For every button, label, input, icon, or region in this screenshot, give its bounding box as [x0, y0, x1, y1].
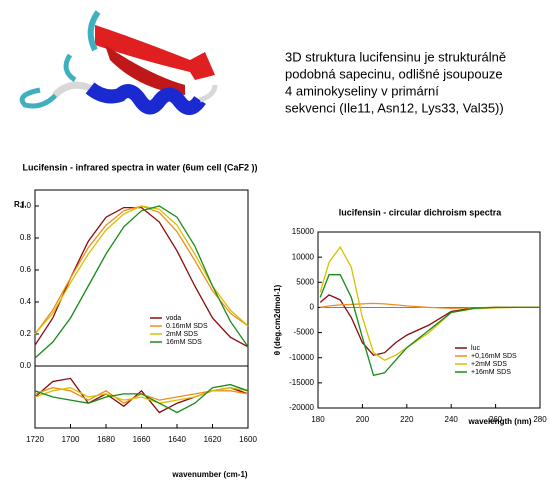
y-tick-label: -15000 [289, 378, 314, 387]
y-tick-label: 0.0 [20, 361, 32, 370]
plot-frame [34, 189, 249, 367]
chart-title: lucifensin - circular dichroism spectra [339, 207, 503, 217]
x-tick-label: 220 [400, 415, 414, 424]
x-tick-label: 1660 [133, 435, 151, 444]
x-tick-label: 1600 [239, 435, 257, 444]
y-axis-label: θ (deg.cm2dmol-1) [273, 284, 282, 355]
series-line [34, 205, 249, 359]
y-tick-label: 0.4 [20, 297, 32, 306]
x-tick-label: 200 [356, 415, 370, 424]
x-tick-label: 1620 [204, 435, 222, 444]
x-tick-label: 1700 [62, 435, 80, 444]
y-tick-label: 1.0 [20, 201, 32, 210]
legend-label: 0.16mM SDS [166, 323, 208, 330]
y-tick-label: 15000 [292, 227, 315, 236]
x-tick-label: 280 [533, 415, 547, 424]
x-axis-label: wavenumber (cm-1) [171, 470, 247, 479]
series-line [34, 387, 249, 404]
legend-label: 2mM SDS [166, 331, 198, 338]
protein-structure [19, 10, 218, 115]
y-tick-label: 5000 [296, 277, 314, 286]
legend-label: 16mM SDS [166, 339, 202, 346]
series-line [34, 205, 249, 335]
text-line: 4 aminokyseliny v primární [285, 83, 439, 98]
y-tick-label: 0.6 [20, 265, 32, 274]
legend-label: +2mM SDS [471, 361, 507, 368]
series-line [319, 274, 540, 377]
x-tick-label: 1640 [168, 435, 186, 444]
series-line [34, 383, 249, 414]
x-tick-label: 180 [311, 415, 325, 424]
series-line [34, 377, 249, 414]
legend-label: luc [471, 345, 480, 352]
text-line: sekvenci (Ile11, Asn12, Lys33, Val35)) [285, 100, 504, 115]
chart-title: Lucifensin - infrared spectra in water (… [22, 162, 257, 172]
y-tick-label: -10000 [289, 353, 314, 362]
x-tick-label: 240 [445, 415, 459, 424]
y-tick-label: 0.2 [20, 329, 32, 338]
y-tick-label: 0.8 [20, 233, 32, 242]
y-tick-label: -5000 [294, 328, 315, 337]
plot-frame [317, 231, 541, 409]
legend-label: +16mM SDS [471, 369, 511, 376]
x-tick-label: 1680 [97, 435, 115, 444]
x-tick-label: 260 [489, 415, 503, 424]
x-tick-label: 1720 [26, 435, 44, 444]
legend-label: voda [166, 315, 181, 322]
legend-label: +0,16mM SDS [471, 353, 517, 360]
x-axis-label: wavelength (nm) [467, 417, 531, 426]
text-line: 3D struktura lucifensinu je strukturálně [285, 49, 506, 64]
description: 3D struktura lucifensinu je strukturálně… [285, 49, 506, 115]
series-line [34, 205, 249, 335]
text-line: podobná sapecinu, odlišné jsoupouze [285, 66, 503, 81]
series-line [34, 206, 249, 348]
y-tick-label: 0 [310, 303, 315, 312]
y-tick-label: 10000 [292, 252, 315, 261]
y-axis-label: R.I. [14, 200, 26, 209]
y-tick-label: -20000 [289, 403, 314, 412]
